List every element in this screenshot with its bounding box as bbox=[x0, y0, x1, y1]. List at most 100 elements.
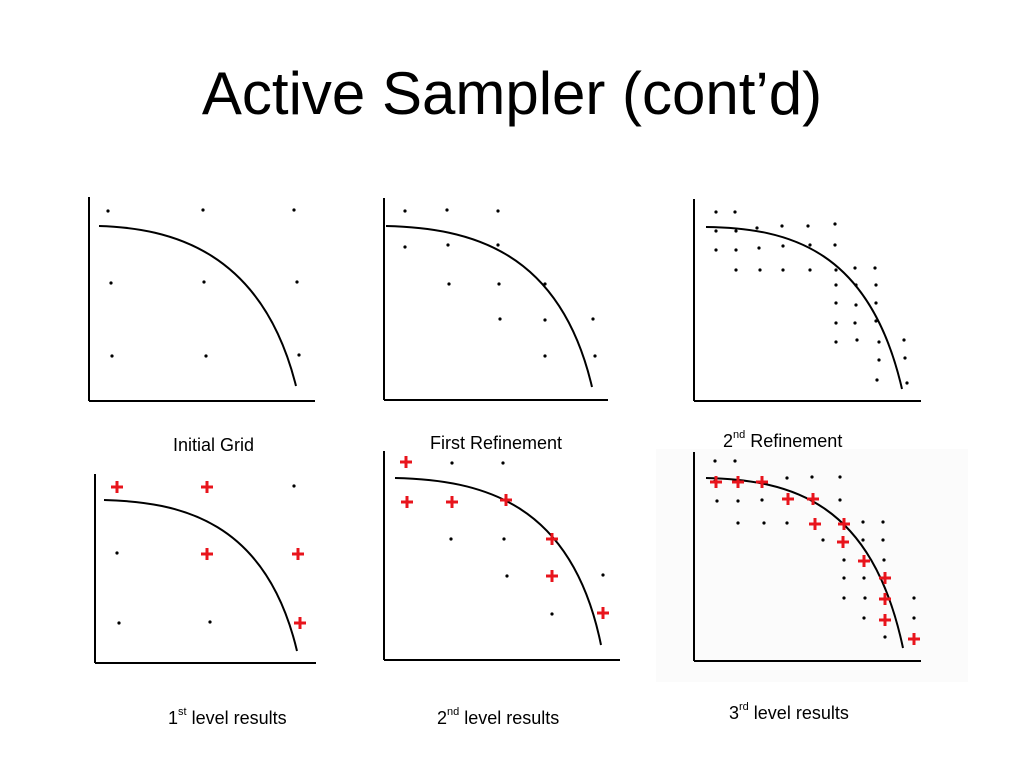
sample-dot bbox=[543, 282, 547, 286]
sample-dot bbox=[877, 358, 881, 362]
plus-marker bbox=[546, 533, 558, 545]
sample-dot bbox=[903, 356, 907, 360]
sample-dot bbox=[501, 461, 505, 465]
boundary-curve bbox=[385, 225, 593, 388]
sample-dot bbox=[403, 245, 407, 249]
level2-results-plot bbox=[383, 451, 620, 661]
sample-dot bbox=[714, 210, 718, 214]
sample-dot bbox=[781, 268, 785, 272]
level3-results-background bbox=[656, 449, 968, 682]
caption-level3-results: 3rd level results bbox=[729, 701, 849, 724]
second-refinement-plot bbox=[693, 199, 921, 402]
sample-dot bbox=[806, 224, 810, 228]
sample-dot bbox=[810, 475, 814, 479]
plus-marker bbox=[710, 476, 722, 488]
level1-results-plot bbox=[94, 474, 316, 664]
sample-dot bbox=[110, 354, 114, 358]
sample-dot bbox=[862, 616, 866, 620]
sample-dot bbox=[902, 338, 906, 342]
sample-dot bbox=[762, 521, 766, 525]
plus-marker bbox=[879, 572, 891, 584]
sample-dot bbox=[733, 459, 737, 463]
panel-second-refinement bbox=[685, 190, 930, 410]
boundary-curve bbox=[103, 499, 298, 652]
panel-initial-grid bbox=[80, 190, 320, 410]
sample-dot bbox=[297, 353, 301, 357]
sample-dot bbox=[736, 499, 740, 503]
sample-dot bbox=[780, 224, 784, 228]
sample-dot bbox=[106, 209, 110, 213]
sample-dot bbox=[543, 354, 547, 358]
plus-marker bbox=[111, 481, 123, 493]
sample-dot bbox=[736, 521, 740, 525]
sample-dot bbox=[447, 282, 451, 286]
sample-dot bbox=[201, 208, 205, 212]
sample-dot bbox=[292, 484, 296, 488]
plus-marker bbox=[908, 633, 920, 645]
sample-dot bbox=[292, 208, 296, 212]
plus-marker bbox=[400, 456, 412, 468]
caption-first-refinement: First Refinement bbox=[430, 433, 563, 453]
sample-dot bbox=[785, 476, 789, 480]
sample-dot bbox=[874, 301, 878, 305]
plus-marker bbox=[807, 493, 819, 505]
sample-dot bbox=[117, 621, 121, 625]
first-refinement-plot bbox=[383, 198, 608, 401]
level3-results-plot bbox=[693, 452, 921, 662]
sample-dot bbox=[853, 266, 857, 270]
sample-dot bbox=[881, 520, 885, 524]
sample-dot bbox=[734, 248, 738, 252]
sample-dot bbox=[502, 537, 506, 541]
sample-dot bbox=[842, 558, 846, 562]
sample-dot bbox=[755, 226, 759, 230]
sample-dot bbox=[833, 222, 837, 226]
plus-marker bbox=[809, 518, 821, 530]
plus-marker bbox=[546, 570, 558, 582]
sample-dot bbox=[854, 303, 858, 307]
sample-dot bbox=[905, 381, 909, 385]
sample-dot bbox=[838, 498, 842, 502]
sample-dot bbox=[734, 268, 738, 272]
sample-dot bbox=[550, 612, 554, 616]
plus-marker bbox=[201, 481, 213, 493]
sample-dots bbox=[403, 208, 597, 358]
axes bbox=[693, 199, 921, 402]
sample-dots bbox=[115, 484, 296, 625]
sample-dot bbox=[883, 635, 887, 639]
sample-dot bbox=[446, 243, 450, 247]
sample-dot bbox=[403, 209, 407, 213]
axes bbox=[383, 451, 620, 661]
sample-dot bbox=[834, 340, 838, 344]
sample-dot bbox=[821, 538, 825, 542]
caption-level1-results: 1st level results bbox=[168, 706, 287, 729]
sample-dot bbox=[450, 461, 454, 465]
refined-markers bbox=[111, 481, 306, 629]
plus-marker bbox=[879, 614, 891, 626]
sample-dot bbox=[863, 596, 867, 600]
sample-dot bbox=[838, 475, 842, 479]
sample-dot bbox=[715, 499, 719, 503]
boundary-curve bbox=[705, 226, 903, 390]
sample-dot bbox=[760, 498, 764, 502]
sample-dot bbox=[496, 209, 500, 213]
sample-dot bbox=[496, 243, 500, 247]
sample-dot bbox=[877, 340, 881, 344]
caption-second-refinement: 2nd Refinement bbox=[723, 429, 843, 452]
plus-marker bbox=[782, 493, 794, 505]
plus-marker bbox=[732, 476, 744, 488]
sample-dot bbox=[713, 459, 717, 463]
sample-dot bbox=[862, 576, 866, 580]
sample-dot bbox=[874, 283, 878, 287]
sample-dots bbox=[714, 210, 909, 385]
panel-first-refinement bbox=[375, 190, 615, 410]
caption-initial-grid: Initial Grid bbox=[173, 435, 255, 455]
plus-marker bbox=[858, 555, 870, 567]
sample-dot bbox=[115, 551, 119, 555]
plus-marker bbox=[756, 476, 768, 488]
sample-dot bbox=[758, 268, 762, 272]
plus-marker bbox=[500, 494, 512, 506]
slide-title: Active Sampler (cont’d) bbox=[201, 60, 823, 127]
axes bbox=[88, 197, 315, 402]
sample-dot bbox=[505, 574, 509, 578]
sample-dot bbox=[497, 282, 501, 286]
